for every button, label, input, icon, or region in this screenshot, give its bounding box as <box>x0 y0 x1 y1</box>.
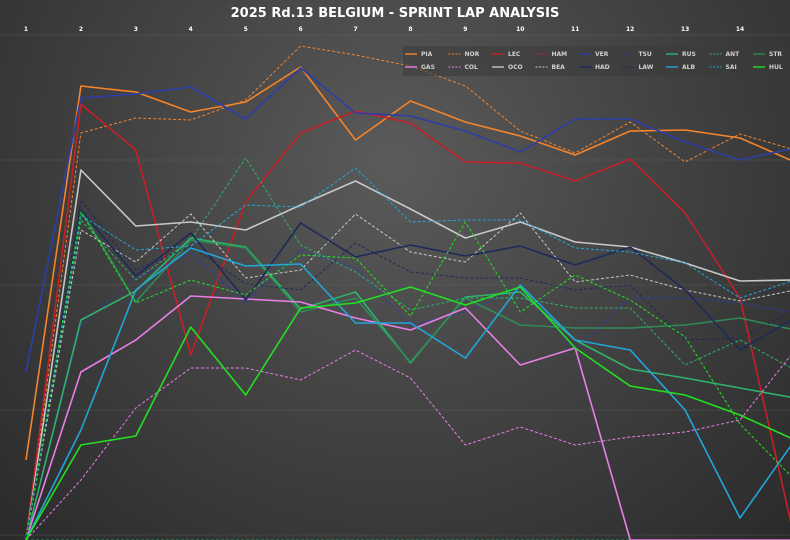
x-tick-label-11: 11 <box>571 26 579 33</box>
x-tick-label-10: 10 <box>516 26 524 33</box>
series-line-gas <box>25 295 790 540</box>
legend-background <box>403 46 790 76</box>
legend-label-rus: RUS <box>682 51 696 58</box>
legend-label-alb: ALB <box>682 64 695 71</box>
series-line-had <box>25 209 790 540</box>
legend-label-oco: OCO <box>508 64 523 71</box>
legend-label-bea: BEA <box>552 64 566 71</box>
series-line-pia <box>25 66 790 461</box>
series-line-hul <box>25 286 790 540</box>
legend-label-nor: NOR <box>465 51 480 58</box>
series-line-ant <box>25 157 790 540</box>
series-line-lec <box>25 103 790 540</box>
legend-label-col: COL <box>465 64 479 71</box>
series-line-sai <box>25 167 790 540</box>
legend-label-sai: SAI <box>726 64 737 71</box>
series-line-bea <box>25 212 790 540</box>
series-line-nor <box>25 45 790 540</box>
x-tick-label-14: 14 <box>736 26 744 33</box>
legend-label-lec: LEC <box>508 51 521 58</box>
series-line-tsu <box>25 249 790 540</box>
series-layer <box>25 45 790 540</box>
legend-label-ham: HAM <box>552 51 568 58</box>
x-tick-label-9: 9 <box>463 26 467 33</box>
x-tick-label-7: 7 <box>353 26 357 33</box>
legend-label-pia: PIA <box>421 51 433 58</box>
series-line-ver <box>25 67 790 373</box>
legend-label-law: LAW <box>639 64 654 71</box>
grid <box>0 34 790 536</box>
legend-label-gas: GAS <box>421 64 435 71</box>
x-axis-ticks: 123456789101112131415 <box>24 26 744 33</box>
legend-label-had: HAD <box>595 64 610 71</box>
x-tick-label-5: 5 <box>244 26 248 33</box>
series-line-oco <box>25 169 790 540</box>
x-tick-label-3: 3 <box>134 26 138 33</box>
legend-label-tsu: TSU <box>639 51 652 58</box>
legend: PIANORLECHAMVERTSURUSANTSTRALOGASCOLOCOB… <box>403 46 790 76</box>
series-line-alb <box>25 247 790 540</box>
x-tick-label-13: 13 <box>681 26 689 33</box>
x-tick-label-4: 4 <box>189 26 193 33</box>
series-line-law <box>25 199 790 540</box>
x-tick-label-8: 8 <box>408 26 412 33</box>
x-tick-label-12: 12 <box>626 26 634 33</box>
x-tick-label-2: 2 <box>79 26 83 33</box>
x-tick-label-1: 1 <box>24 26 28 33</box>
series-line-str <box>25 209 790 540</box>
legend-label-hul: HUL <box>769 64 783 71</box>
legend-label-ant: ANT <box>726 51 741 58</box>
legend-label-str: STR <box>769 51 782 58</box>
chart-title: 2025 Rd.13 BELGIUM - SPRINT LAP ANALYSIS <box>231 6 560 21</box>
series-line-col <box>25 349 790 540</box>
legend-label-ver: VER <box>595 51 609 58</box>
series-line-rus <box>25 237 790 540</box>
x-tick-label-6: 6 <box>299 26 303 33</box>
